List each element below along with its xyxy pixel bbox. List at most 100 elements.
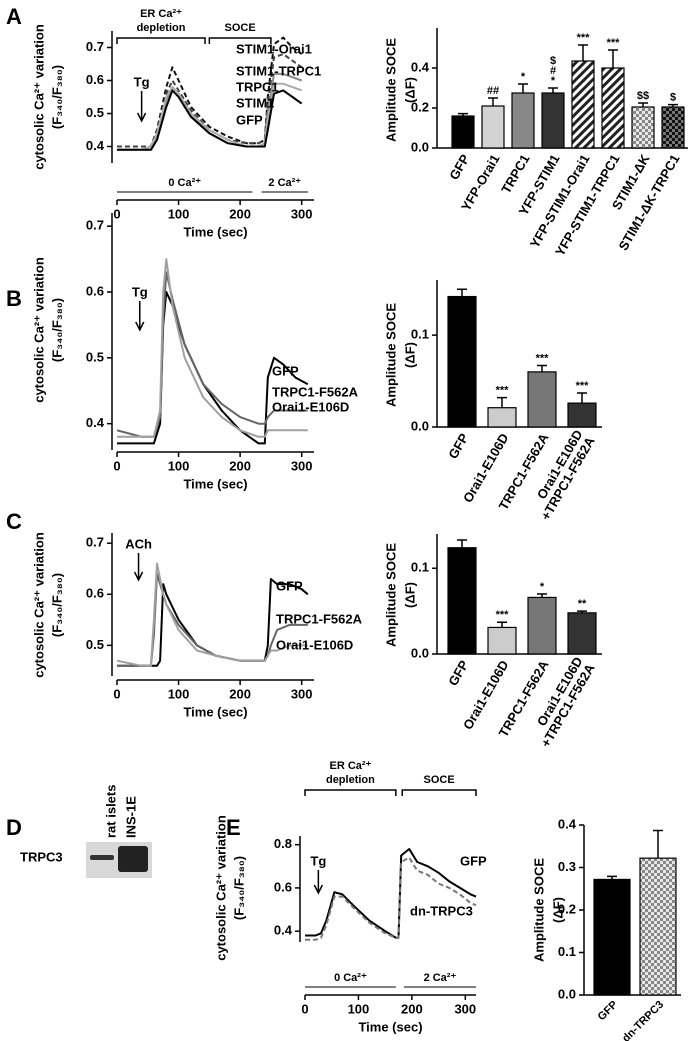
legend-label: GFP	[272, 363, 299, 378]
y-tick-label: 0.0	[411, 645, 429, 660]
y-tick-label: 0.4	[274, 923, 293, 938]
x-tick-label: 300	[454, 1001, 476, 1016]
error-bar	[607, 875, 617, 880]
x-tick-label: 0	[301, 1001, 308, 1016]
y-tick-label: 0.7	[86, 218, 104, 233]
y-axis-title: Amplitude SOCE	[383, 543, 398, 647]
significance: *	[521, 71, 526, 83]
error-bar	[653, 829, 663, 859]
error-bar	[497, 621, 507, 628]
y-tick-label: 0.0	[558, 986, 576, 1001]
trace	[117, 82, 303, 151]
y-tick-label: 0.5	[86, 105, 104, 120]
x-tick-label: 0	[113, 686, 120, 701]
phase-label: ER Ca²⁺	[140, 8, 182, 20]
phase-bracket	[208, 37, 272, 44]
y-tick-label: 0.7	[86, 535, 104, 550]
y-tick-label: 0.0	[411, 139, 429, 154]
lane-label: INS-1E	[123, 796, 138, 838]
blot-band	[118, 846, 148, 872]
phase-bracket	[304, 789, 397, 796]
error-bar	[537, 593, 547, 598]
bar	[527, 371, 557, 428]
x-axis-title: Time (sec)	[183, 476, 247, 491]
y-tick-label: 0.6	[86, 586, 104, 601]
legend-label: dn-TRPC3	[410, 903, 473, 918]
error-bar	[577, 610, 587, 613]
bar	[487, 626, 517, 655]
stimulus-label: Tg	[310, 853, 326, 868]
phase-label: ER Ca²⁺	[329, 760, 371, 772]
x-tick-label: 0	[113, 206, 120, 221]
error-bar	[668, 103, 678, 107]
bar	[661, 106, 685, 149]
bar	[541, 92, 565, 149]
y-axis-title: (ΔF)	[550, 897, 565, 923]
solution-label: 0 Ca²⁺	[168, 177, 201, 189]
phase-label: SOCE	[424, 774, 455, 786]
legend-label: TRPC1-F562A	[272, 384, 359, 399]
error-bar	[457, 288, 467, 297]
y-axis-title: (F₃₄₀/F₃₈₀)	[49, 65, 64, 129]
stimulus-arrow	[135, 301, 145, 332]
y-tick-label: 0.1	[558, 944, 576, 959]
stimulus-arrow	[133, 553, 144, 582]
legend-label: GFP	[460, 853, 487, 868]
bar	[481, 105, 505, 149]
y-axis-title: cytosolic Ca²⁺ variation	[31, 532, 46, 678]
x-tick-label: dn-TRPC3	[620, 999, 666, 1041]
bar	[567, 612, 597, 655]
x-axis-title: Time (sec)	[358, 1019, 422, 1034]
phase-label: SOCE	[225, 22, 256, 34]
y-tick-label: 0.0	[411, 418, 429, 433]
solution-label: 0 Ca²⁺	[334, 972, 367, 984]
stimulus-label: Tg	[134, 74, 150, 89]
x-tick-label: 200	[229, 458, 251, 473]
significance: *	[540, 581, 545, 593]
bar	[447, 295, 477, 428]
trace	[305, 856, 477, 941]
significance: *	[551, 75, 556, 87]
significance: ##	[487, 85, 499, 97]
legend-label: Orai1-E106D	[276, 637, 353, 652]
legend-label: GFP	[276, 578, 303, 593]
x-tick-label: 100	[168, 458, 190, 473]
y-tick-label: 0.7	[86, 39, 104, 54]
panel-label: E	[226, 815, 241, 840]
y-tick-label: 0.1	[411, 327, 429, 342]
phase-label: depletion	[326, 774, 375, 786]
legend-label: Orai1-E106D	[272, 399, 349, 414]
y-tick-label: 0.4	[558, 816, 577, 831]
trace	[117, 36, 303, 148]
y-axis-title: cytosolic Ca²⁺ variation	[31, 24, 46, 170]
y-axis-title: (F₃₄₀/F₃₈₀)	[49, 573, 64, 637]
legend-label: STIM1-TRPC1	[236, 63, 321, 78]
significance: $$	[637, 90, 649, 102]
bar	[631, 106, 655, 149]
y-tick-label: 0.4	[411, 59, 430, 74]
y-axis-title: cytosolic Ca²⁺ variation	[213, 815, 228, 961]
trace	[117, 258, 308, 438]
x-tick-label: 300	[291, 206, 313, 221]
y-tick-label: 0.3	[558, 859, 576, 874]
y-axis-title: Amplitude SOCE	[383, 38, 398, 142]
trace	[117, 291, 309, 445]
significance: $	[550, 55, 556, 67]
trace	[117, 89, 303, 151]
x-tick-label: 200	[229, 686, 251, 701]
protein-label: TRPC3	[20, 849, 63, 864]
stimulus-label: ACh	[125, 536, 152, 551]
x-axis-title: Time (sec)	[183, 704, 247, 719]
y-tick-label: 0.4	[86, 415, 105, 430]
significance: ***	[607, 37, 621, 49]
significance: ***	[496, 609, 510, 621]
significance: **	[578, 598, 587, 610]
significance: ***	[536, 352, 550, 364]
y-axis-title: Amplitude SOCE	[383, 303, 398, 407]
y-tick-label: 0.1	[411, 560, 429, 575]
x-tick-label: 100	[348, 1001, 370, 1016]
legend-label: TRPC1	[236, 79, 279, 94]
y-axis-title: cytosolic Ca²⁺ variation	[31, 257, 46, 403]
y-axis-title: (ΔF)	[402, 342, 417, 368]
